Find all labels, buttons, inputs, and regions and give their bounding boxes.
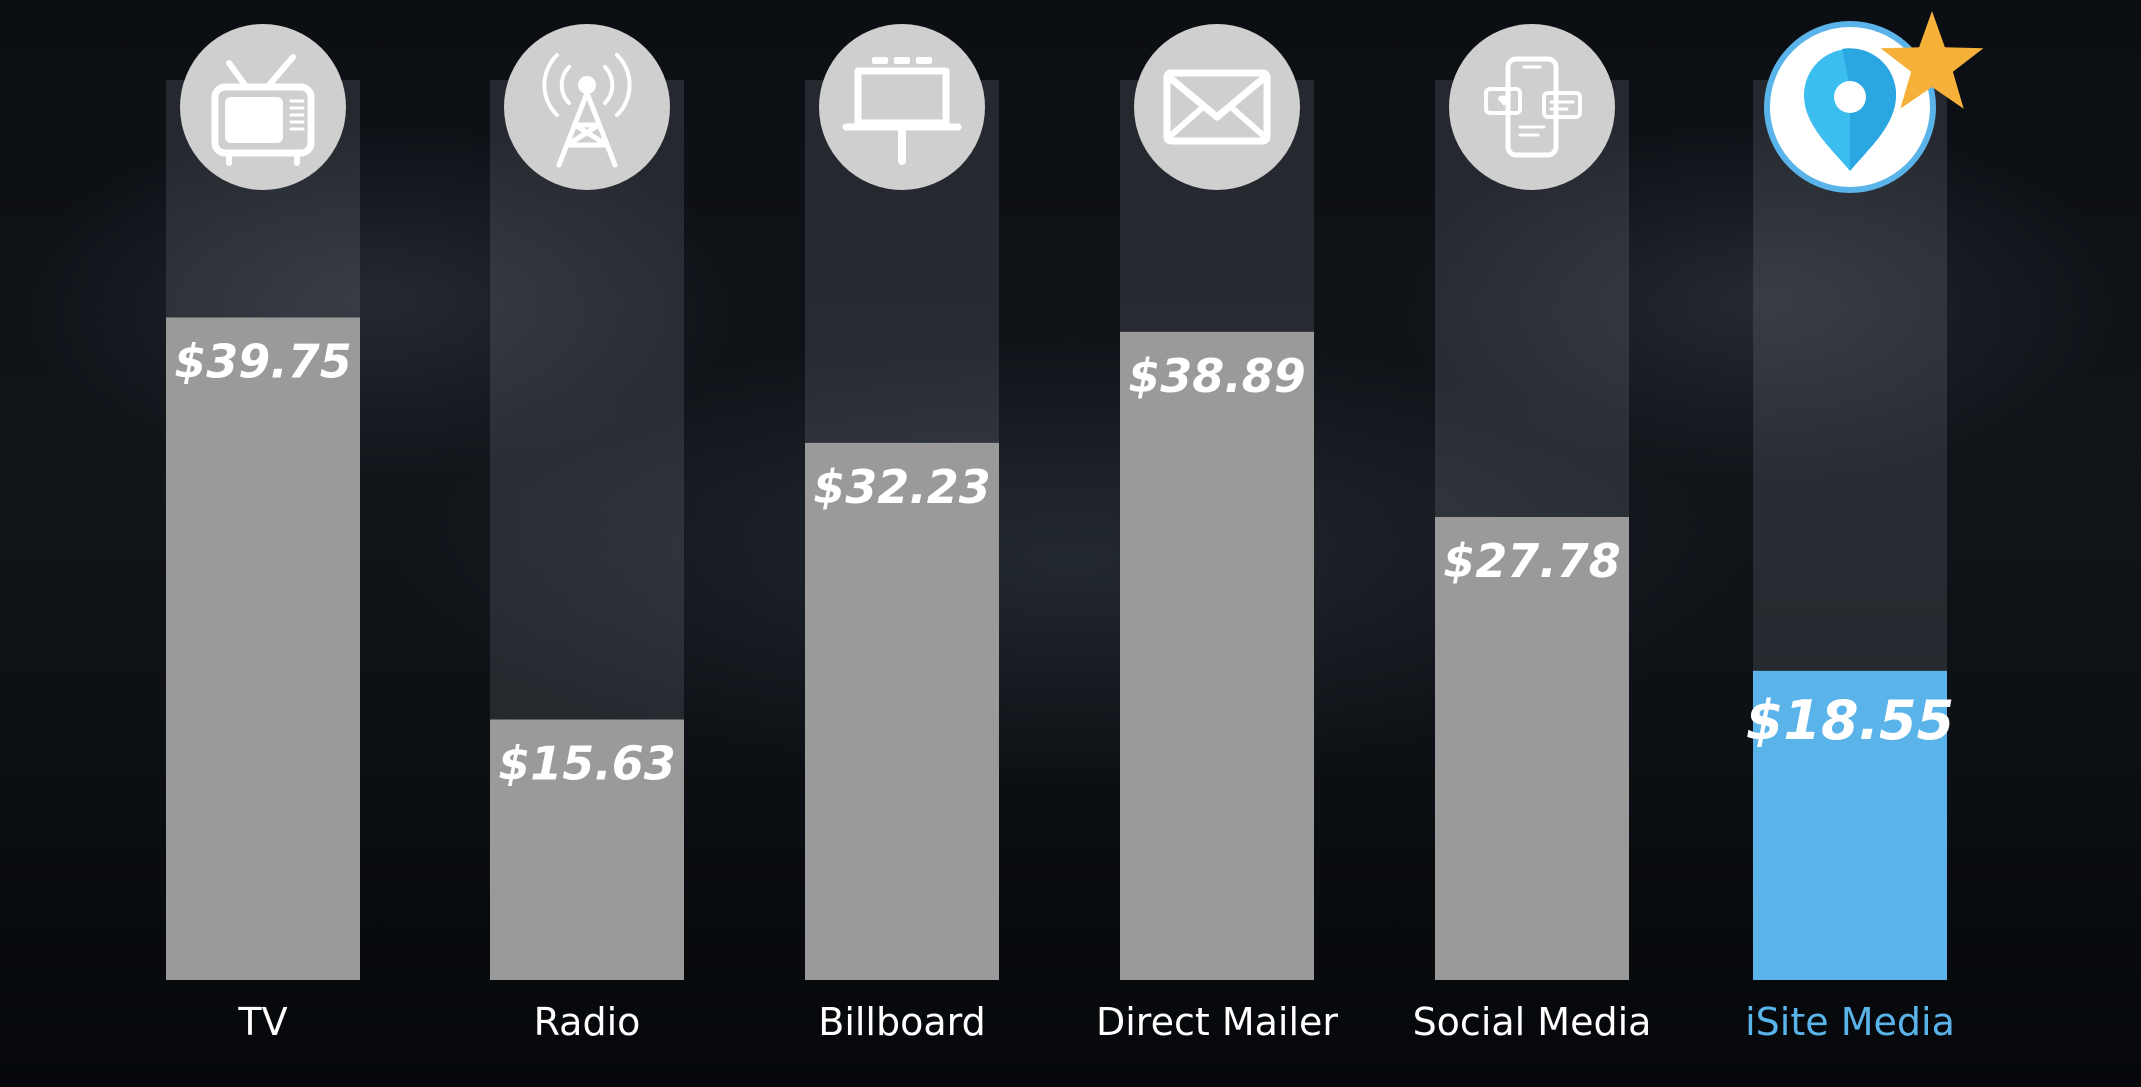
bar: [1120, 331, 1314, 980]
tick-label: Billboard: [818, 1000, 985, 1044]
radio-tower-icon: [504, 24, 670, 190]
data-label: $39.75: [174, 335, 352, 389]
bar: [805, 442, 999, 980]
bar: [1753, 670, 1947, 980]
tick-label: Radio: [534, 1000, 641, 1044]
tv-icon: [180, 24, 346, 190]
data-label: $32.23: [813, 460, 991, 514]
tick-label: TV: [237, 1000, 287, 1044]
bar: [166, 317, 360, 980]
bar: [490, 719, 684, 980]
data-label: $27.78: [1443, 534, 1621, 588]
data-label: $15.63: [498, 737, 676, 791]
tick-label: Social Media: [1413, 1000, 1652, 1044]
data-label: $18.55: [1746, 689, 1954, 752]
star-icon: [1880, 11, 1984, 109]
tick-label: iSite Media: [1745, 1000, 1955, 1044]
phone-chat-icon: [1449, 24, 1615, 190]
tick-label: Direct Mailer: [1096, 1000, 1338, 1044]
billboard-icon: [819, 24, 985, 190]
envelope-icon: [1134, 24, 1300, 190]
location-pin-icon: [1764, 21, 1936, 193]
data-label: $38.89: [1128, 349, 1306, 403]
bar: [1435, 517, 1629, 980]
